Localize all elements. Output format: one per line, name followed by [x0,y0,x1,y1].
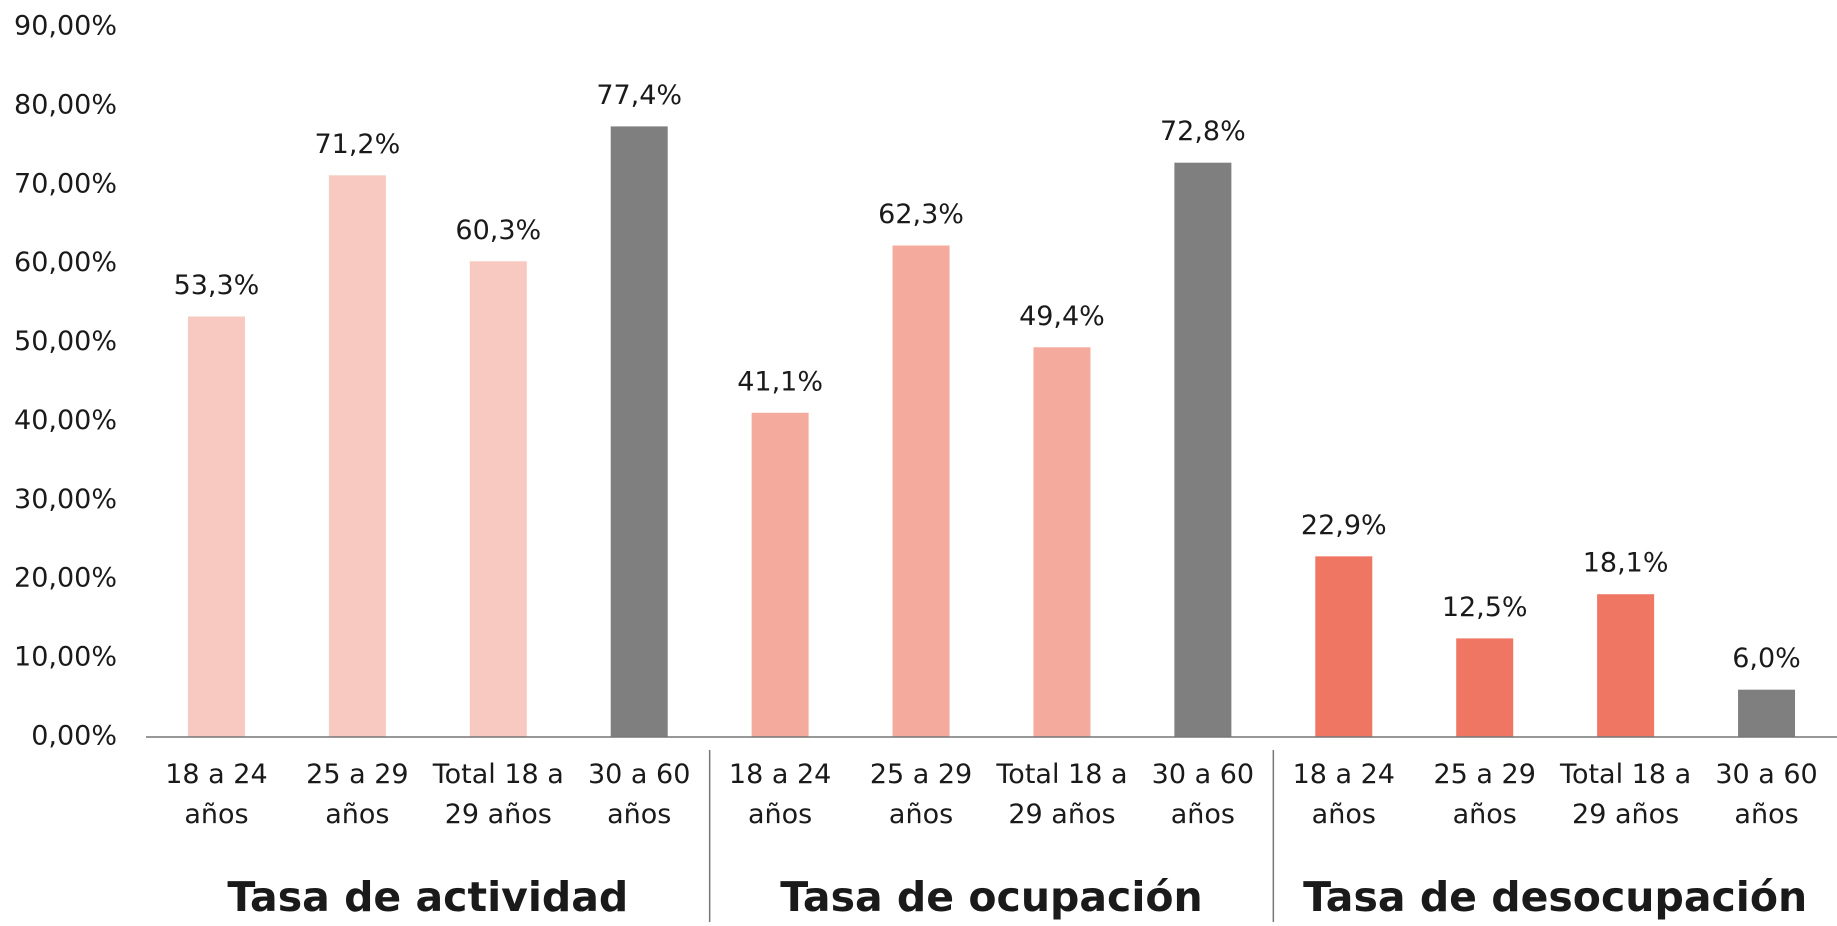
x-tick-label: Total 18 a 29 años [996,759,1128,830]
x-tick-label-box: 18 a 24 años [1292,759,1395,830]
x-tick-label-box: Total 18 a 29 años [996,759,1128,830]
x-tick-label: 18 a 24 años [165,759,268,830]
group-label: Tasa de desocupación [1303,873,1807,921]
y-tick-label: 70,00% [14,168,117,199]
bar [1738,689,1796,737]
y-tick-label: 50,00% [14,326,117,357]
x-tick-label-box: Total 18 a 29 años [432,759,564,830]
bar [610,126,668,737]
bar [1456,638,1514,737]
x-tick-label-box: 18 a 24 años [165,759,268,830]
data-label: 77,4% [596,80,682,111]
bar [751,412,809,737]
data-label: 6,0% [1732,643,1801,674]
x-tick-label-box: 25 a 29 años [1433,759,1536,830]
x-tick-label-box: 18 a 24 años [728,759,832,830]
bar [328,175,386,738]
bar [469,261,527,737]
y-tick-label: 80,00% [14,89,117,120]
bar [1174,162,1232,737]
data-label: 53,3% [174,270,260,301]
y-tick-label: 60,00% [14,247,117,278]
bar [187,316,245,737]
y-tick-label: 20,00% [14,563,117,594]
x-tick-label-box: 25 a 29 años [869,759,973,830]
y-tick-label: 90,00% [14,11,117,42]
bar [1597,594,1655,737]
group-label: Tasa de actividad [227,873,628,921]
data-label: 62,3% [878,199,964,230]
x-tick-label: 25 a 29 años [1433,759,1536,830]
x-tick-label: 30 a 60 años [1715,759,1818,830]
y-tick-label: 0,00% [31,721,117,752]
x-tick-label: 18 a 24 años [1292,759,1395,830]
data-label: 71,2% [314,129,400,160]
x-tick-label: 25 a 29 años [306,759,409,830]
x-tick-label-box: 30 a 60 años [587,759,691,830]
x-tick-label: 25 a 29 años [869,759,973,830]
x-tick-label: 30 a 60 años [587,759,691,830]
x-tick-label: Total 18 a 29 años [1560,759,1692,830]
x-tick-label-box: 25 a 29 años [306,759,409,830]
x-tick-label-box: 30 a 60 años [1151,759,1255,830]
data-label: 22,9% [1301,510,1387,541]
data-label: 18,1% [1583,548,1669,579]
data-label: 41,1% [737,366,823,397]
bar [892,245,950,737]
group-label: Tasa de ocupación [780,873,1203,921]
data-label: 72,8% [1160,116,1246,147]
bar [1033,347,1091,737]
x-tick-label: Total 18 a 29 años [432,759,564,830]
y-tick-label: 30,00% [14,484,117,515]
y-tick-label: 10,00% [14,642,117,673]
bar [1315,556,1373,737]
x-tick-label: 18 a 24 años [728,759,832,830]
y-tick-label: 40,00% [14,405,117,436]
data-label: 60,3% [455,215,541,246]
x-tick-label: 30 a 60 años [1151,759,1255,830]
x-tick-label-box: Total 18 a 29 años [1560,759,1692,830]
x-tick-label-box: 30 a 60 años [1715,759,1818,830]
data-label: 49,4% [1019,301,1105,332]
data-label: 12,5% [1442,592,1528,623]
